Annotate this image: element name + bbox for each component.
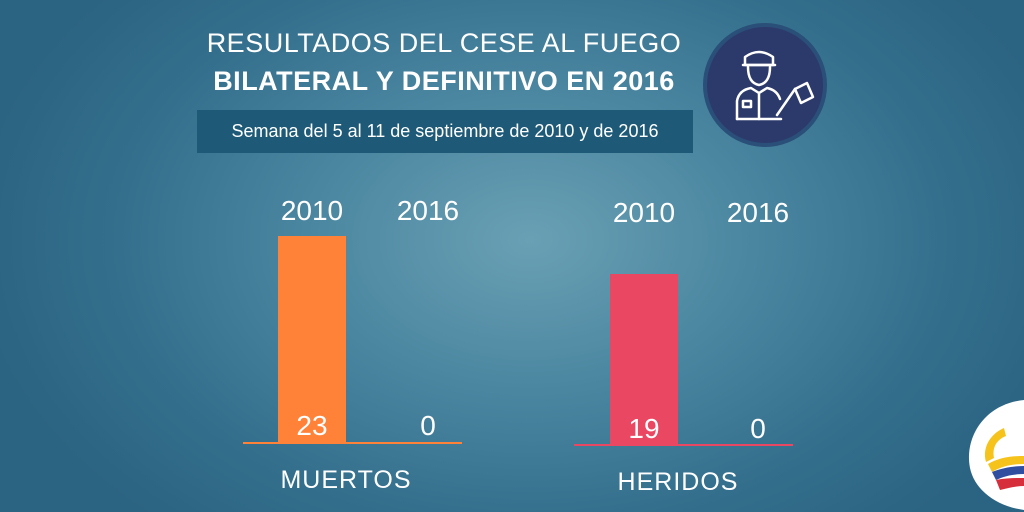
soldier-with-flag-icon [735,50,815,121]
muertos-value-label: 0 [420,410,436,441]
subtitle-banner: Semana del 5 al 11 de septiembre de 2010… [197,110,693,153]
muertos-year-label: 2010 [281,195,343,226]
muertos-bar-2010 [278,236,346,443]
heridos-chart-title: HERIDOS [618,468,739,496]
heridos-bar-2010 [610,274,678,445]
heridos-value-label: 19 [628,413,659,444]
colombia-ribbon-logo [968,400,1024,510]
soldier-badge [703,23,827,147]
muertos-year-label: 2016 [397,195,459,226]
muertos-value-label: 23 [296,410,327,441]
heridos-value-label: 0 [750,413,766,444]
subtitle-text: Semana del 5 al 11 de septiembre de 2010… [231,121,659,141]
heridos-year-label: 2010 [613,197,675,228]
heridos-year-label: 2016 [727,197,789,228]
title-line-1: RESULTADOS DEL CESE AL FUEGO [206,28,682,58]
title-line-2: BILATERAL Y DEFINITIVO EN 2016 [213,66,675,96]
muertos-chart-title: MUERTOS [280,466,411,494]
